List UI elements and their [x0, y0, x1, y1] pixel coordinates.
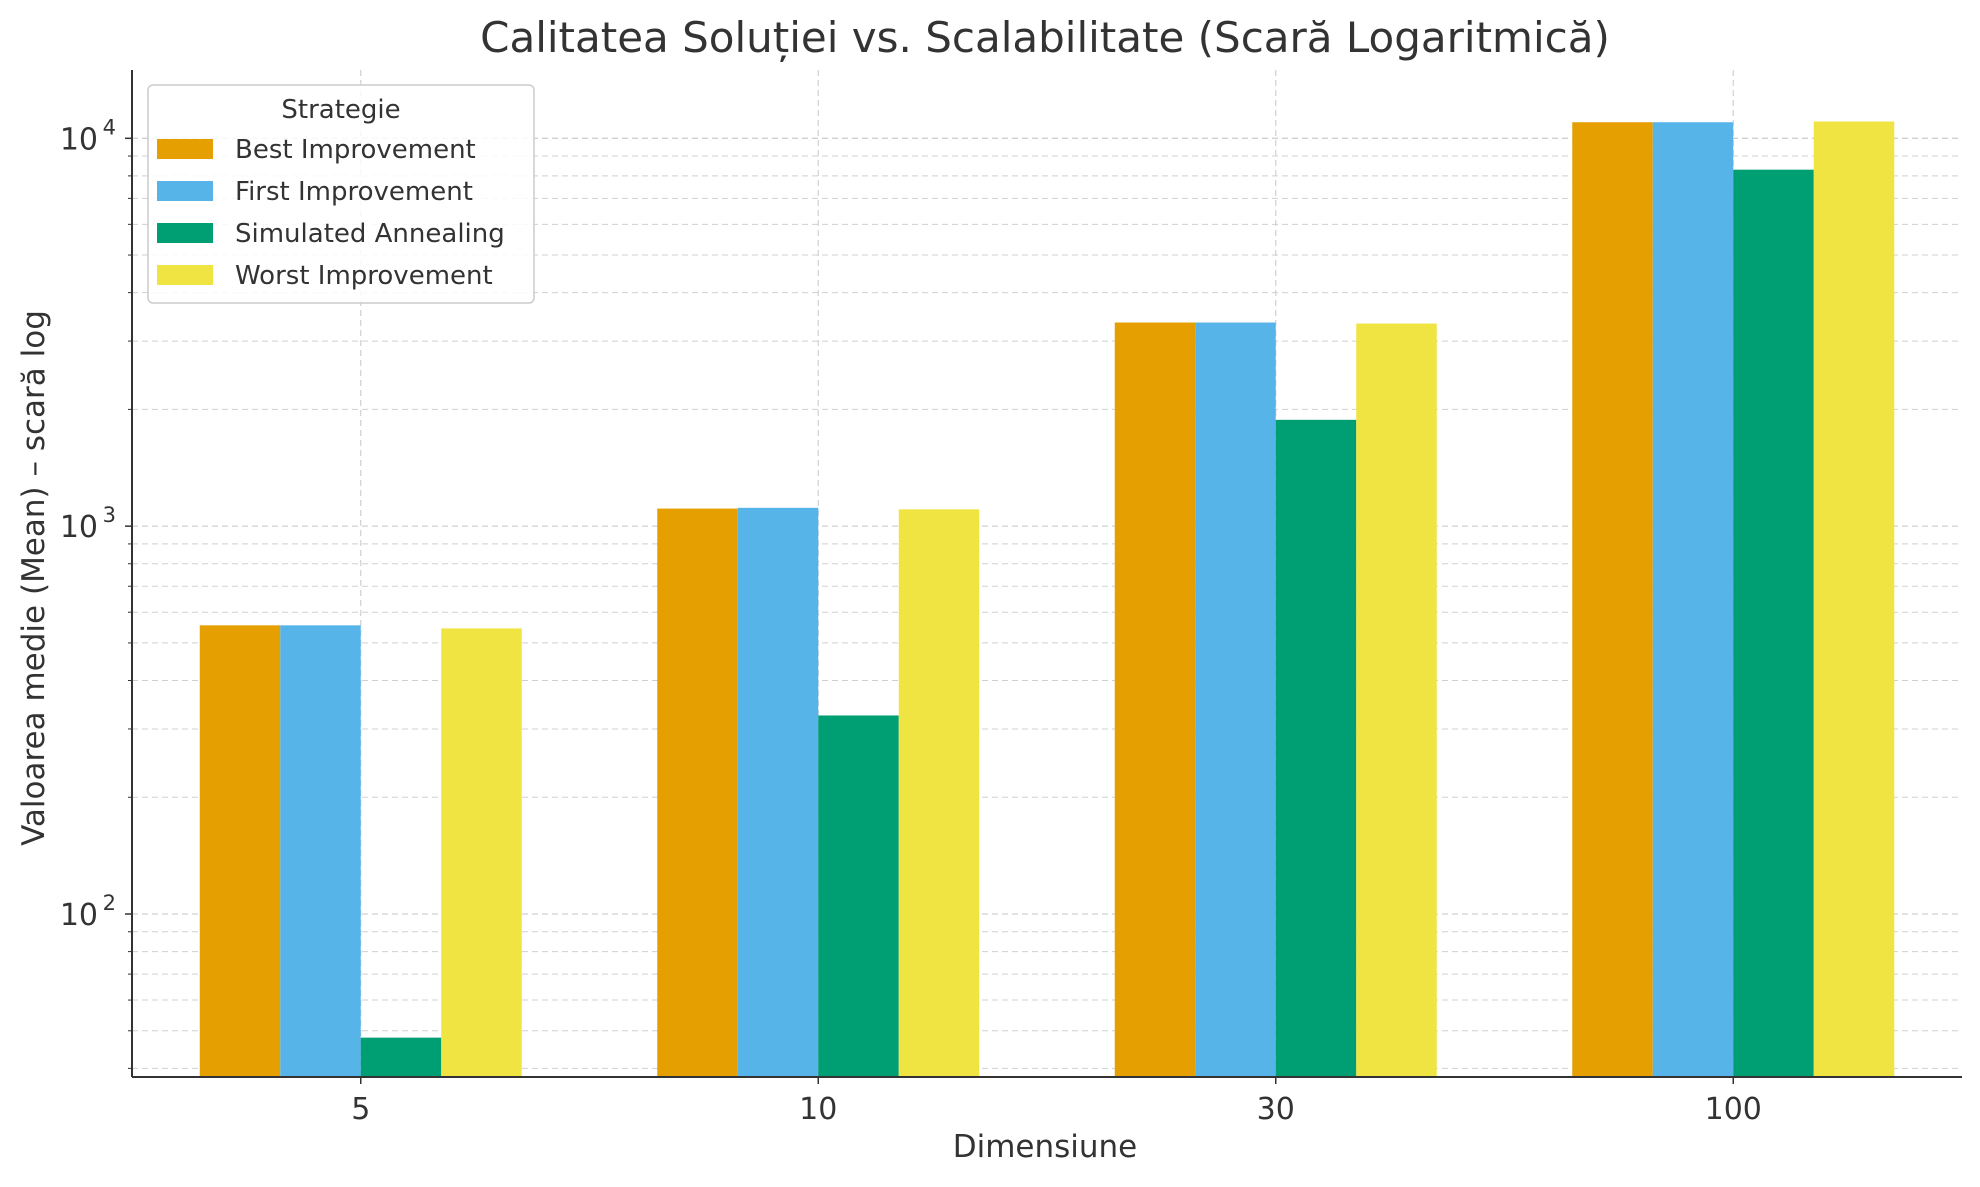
x-tick-label: 30 [1257, 1092, 1295, 1127]
bar-best-improvement-30 [1114, 322, 1196, 1077]
bar-simulated-annealing-10 [818, 715, 899, 1077]
bar-best-improvement-5 [199, 625, 281, 1077]
legend-swatch [157, 265, 213, 285]
legend-label: Simulated Annealing [235, 219, 505, 249]
legend-swatch [157, 181, 213, 201]
y-tick-exponent: 2 [103, 891, 116, 915]
bar-worst-improvement-100 [1813, 121, 1895, 1078]
bar-worst-improvement-30 [1356, 323, 1437, 1077]
bar-worst-improvement-5 [441, 628, 522, 1077]
bar-best-improvement-10 [657, 508, 738, 1077]
bar-simulated-annealing-30 [1275, 419, 1357, 1078]
legend: Strategie Best Improvement First Improvem… [147, 84, 535, 304]
y-tick-exponent: 3 [103, 503, 116, 527]
y-tick-label: 10 [60, 898, 98, 933]
legend-box [147, 84, 535, 304]
bar-first-improvement-30 [1195, 322, 1276, 1077]
bar-simulated-annealing-100 [1733, 169, 1814, 1077]
bar-first-improvement-10 [737, 507, 819, 1077]
y-tick-label: 10 [60, 510, 98, 545]
chart-title: Calitatea Soluției vs. Scalabilitate (Sc… [480, 13, 1610, 62]
bar-first-improvement-100 [1652, 122, 1734, 1077]
bars [199, 121, 1895, 1078]
legend-label: First Improvement [235, 177, 473, 207]
x-tick-label: 10 [799, 1092, 837, 1127]
y-axis-label: Valoarea medie (Mean) – scară log [16, 310, 52, 846]
bar-worst-improvement-10 [898, 509, 980, 1077]
x-axis-label: Dimensiune [953, 1129, 1138, 1165]
bar-best-improvement-100 [1572, 122, 1653, 1077]
legend-swatch [157, 223, 213, 243]
legend-swatch [157, 139, 213, 159]
legend-label: Best Improvement [235, 135, 476, 165]
bar-first-improvement-5 [280, 625, 361, 1077]
x-tick-label: 100 [1705, 1092, 1762, 1127]
legend-title: Strategie [281, 95, 400, 125]
legend-label: Worst Improvement [235, 261, 493, 291]
y-tick-exponent: 4 [103, 115, 116, 139]
bar-simulated-annealing-5 [360, 1037, 442, 1077]
x-tick-label: 5 [351, 1092, 370, 1127]
y-tick-label: 10 [60, 122, 98, 157]
